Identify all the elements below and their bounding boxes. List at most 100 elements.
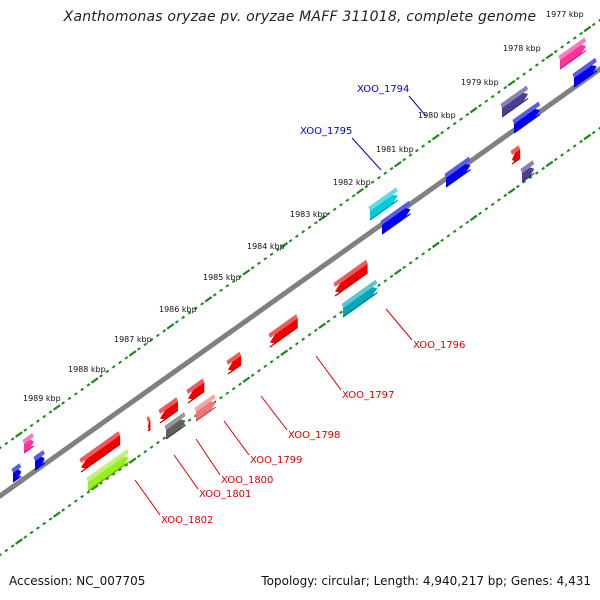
gene-label[interactable]: XOO_1797 (342, 390, 394, 401)
scale-tick (269, 359, 274, 364)
scale-tick (105, 476, 110, 481)
gene-label[interactable]: XOO_1801 (199, 489, 251, 500)
scale-tick (332, 315, 337, 319)
scale-tick (263, 364, 268, 368)
scale-tick (541, 166, 546, 171)
scale-tick (484, 99, 489, 103)
gene-arrow[interactable] (158, 397, 179, 424)
gene-features (11, 37, 598, 492)
gene-arrow[interactable] (510, 145, 521, 165)
gene-arrow[interactable] (146, 416, 151, 432)
scale-tick (118, 360, 122, 365)
scale-tick (23, 535, 28, 539)
scale-labels: 1977 kbp 1978 kbp 1979 kbp 1980 kbp 1981 kbp… (23, 10, 584, 403)
scale-tick (370, 180, 375, 184)
scale-tick (318, 322, 327, 329)
scale-tick (61, 401, 66, 405)
scale-label: 1988 kbp (68, 365, 106, 374)
gene-label[interactable]: XOO_1800 (221, 475, 273, 486)
gene-arrow[interactable] (33, 450, 46, 471)
gene-arrow[interactable] (500, 85, 529, 118)
gene-arrow[interactable] (11, 463, 22, 483)
scale-tick (29, 530, 34, 535)
scale-tick (10, 544, 15, 548)
scale-tick (566, 148, 571, 153)
scale-tick (200, 302, 204, 306)
scale-tick (48, 517, 53, 521)
gene-label[interactable]: XOO_1802 (161, 515, 213, 526)
scale-tick (356, 187, 364, 195)
scale-tick (238, 382, 242, 386)
gene-arrow[interactable] (333, 259, 368, 297)
scale-tick (377, 283, 381, 288)
scale-tick (42, 521, 47, 526)
gene-label[interactable]: XOO_1798 (288, 430, 340, 441)
gene-arrow[interactable] (226, 351, 242, 375)
scale-tick (288, 239, 293, 243)
scale-tick (124, 463, 129, 467)
scale-tick (516, 76, 520, 81)
scale-tick (421, 252, 426, 256)
scale-tick (579, 139, 583, 144)
gene-arrow[interactable] (341, 279, 378, 318)
scale-tick (242, 376, 251, 383)
scale-tick (90, 377, 99, 384)
scale-tick (534, 63, 539, 67)
scale-tick (345, 198, 350, 202)
gene-arrow[interactable] (520, 160, 535, 183)
gene-label[interactable]: XOO_1795 (300, 126, 352, 137)
scale-tick (402, 265, 407, 270)
label-leader (315, 355, 342, 391)
scale-tick (459, 117, 463, 121)
gene-arrow[interactable] (164, 412, 186, 440)
scale-tick (162, 436, 167, 440)
gene-arrow[interactable] (186, 378, 205, 404)
scale-tick (507, 79, 516, 87)
scale-tick (393, 268, 402, 276)
scale-tick (313, 328, 318, 333)
scale-tick (427, 247, 432, 252)
scale-tick (326, 211, 331, 216)
scale-label: 1982 kbp (333, 178, 371, 187)
gene-label[interactable]: XOO_1796 (413, 340, 465, 351)
gene-arrow[interactable] (268, 314, 299, 348)
scale-tick (61, 508, 66, 512)
scale-tick (52, 404, 61, 411)
scale-tick (15, 431, 23, 438)
gene-arrow[interactable] (444, 156, 471, 188)
scale-tick (280, 349, 289, 356)
scale-tick (389, 166, 394, 171)
gene-arrow[interactable] (512, 101, 541, 134)
scale-tick (294, 342, 299, 346)
scale-tick (4, 441, 9, 446)
gene-arrow[interactable] (558, 37, 587, 70)
scale-tick (80, 387, 84, 392)
gene-arrow[interactable] (194, 394, 216, 422)
scale-tick (73, 499, 78, 503)
gene-labels: XOO_1794 XOO_1795 XOO_1796 XOO_1797 XOO_1798… (161, 84, 465, 526)
scale-tick (414, 148, 419, 153)
scale-tick (414, 256, 419, 261)
scale-tick (583, 133, 592, 141)
gene-arrow[interactable] (22, 433, 35, 454)
scale-tick (307, 225, 312, 229)
gene-arrow[interactable] (368, 187, 399, 221)
gene-arrow[interactable] (86, 449, 130, 492)
scale-tick (225, 391, 230, 395)
scale-tick (187, 311, 192, 315)
scale-tick (29, 423, 34, 428)
gene-label[interactable]: XOO_1799 (250, 455, 302, 466)
scale-tick (598, 18, 600, 22)
scale-tick (0, 446, 2, 450)
scale-tick (156, 333, 160, 338)
gene-arrow[interactable] (79, 431, 121, 473)
scale-tick (318, 215, 327, 222)
scale-tick (149, 338, 154, 342)
scale-tick (137, 454, 141, 458)
scale-tick (431, 133, 440, 141)
gene-label[interactable]: XOO_1794 (357, 84, 409, 95)
gene-arrow[interactable] (572, 57, 598, 88)
scale-tick (528, 67, 533, 72)
gene-arrow[interactable] (380, 200, 411, 235)
scale-tick (364, 184, 369, 189)
